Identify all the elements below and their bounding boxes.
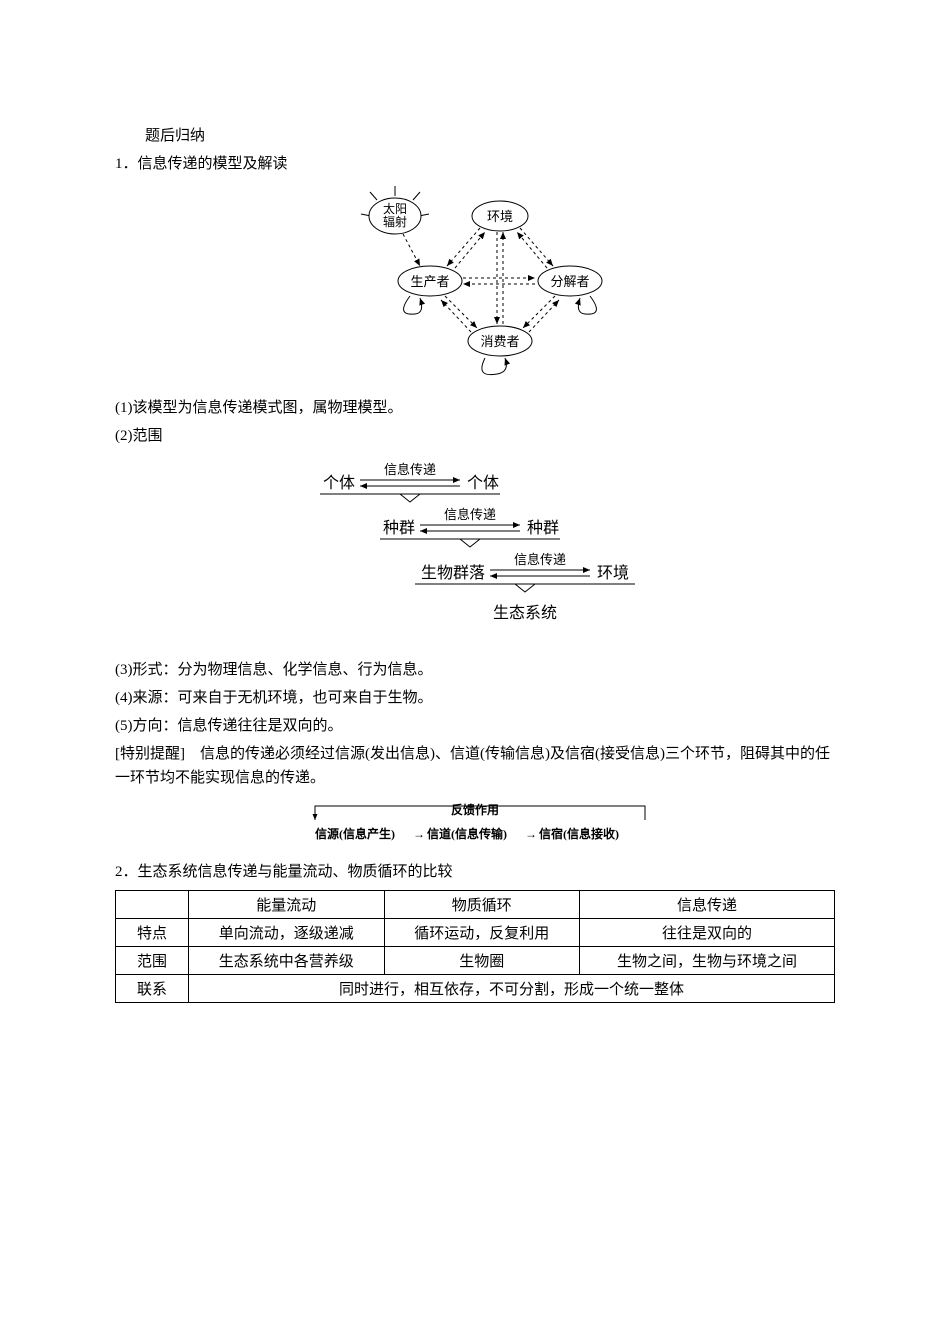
feedback-label: 反馈作用 — [451, 802, 499, 817]
table-cell: 生物之间，生物与环境之间 — [580, 947, 835, 975]
table-cell: 生态系统中各营养级 — [189, 947, 385, 975]
sec1-p3: (3)形式：分为物理信息、化学信息、行为信息。 — [115, 658, 835, 682]
table-cell: 单向流动，逐级递减 — [189, 919, 385, 947]
node-environment: 环境 — [487, 209, 513, 224]
table-cell: 特点 — [116, 919, 189, 947]
table-cell: 循环运动，反复利用 — [384, 919, 580, 947]
chain-n2: 信道(信息传输) — [427, 826, 507, 841]
diagram-feedback-chain: 反馈作用 信源(信息产生) → 信道(信息传输) → 信宿(信息接收) — [115, 800, 835, 850]
sec1-p2: (2)范围 — [115, 424, 835, 448]
node-producer: 生产者 — [410, 274, 449, 289]
row4-label: 生态系统 — [493, 604, 557, 622]
chain-n3: 信宿(信息接收) — [539, 826, 619, 841]
sec1-p4: (4)来源：可来自于无机环境，也可来自于生物。 — [115, 686, 835, 710]
table-row: 能量流动 物质循环 信息传递 — [116, 891, 835, 919]
row2-right: 种群 — [527, 519, 559, 537]
comparison-table: 能量流动 物质循环 信息传递 特点 单向流动，逐级递减 循环运动，反复利用 往往… — [115, 890, 835, 1003]
row1-left: 个体 — [323, 474, 355, 492]
table-cell: 同时进行，相互依存，不可分割，形成一个统一整体 — [189, 975, 835, 1003]
table-row: 特点 单向流动，逐级递减 循环运动，反复利用 往往是双向的 — [116, 919, 835, 947]
sec2-title: 2．生态系统信息传递与能量流动、物质循环的比较 — [115, 860, 835, 884]
table-cell: 信息传递 — [580, 891, 835, 919]
node-sun: 太阳 — [383, 201, 407, 216]
node-decomposer: 分解者 — [550, 274, 589, 289]
sec1-tip: [特别提醒] 信息的传递必须经过信源(发出信息)、信道(传输信息)及信宿(接受信… — [115, 742, 835, 790]
chain-n1: 信源(信息产生) — [315, 826, 395, 841]
row2-left: 种群 — [383, 519, 415, 537]
diagram-scope: 个体 信息传递 个体 种群 信息传递 种群 生物群落 信息传递 环境 — [115, 458, 835, 648]
row2-label: 信息传递 — [444, 507, 496, 522]
row1-label: 信息传递 — [384, 462, 436, 477]
sec1-p1: (1)该模型为信息传递模式图，属物理模型。 — [115, 396, 835, 420]
sec1-p5: (5)方向：信息传递往往是双向的。 — [115, 714, 835, 738]
table-row: 联系 同时进行，相互依存，不可分割，形成一个统一整体 — [116, 975, 835, 1003]
row3-left: 生物群落 — [421, 564, 485, 582]
svg-text:辐射: 辐射 — [383, 214, 407, 229]
table-cell: 生物圈 — [384, 947, 580, 975]
node-consumer: 消费者 — [480, 334, 519, 349]
diagram-ecosystem-model: 太阳 辐射 环境 生产者 分解者 消费者 — [115, 186, 835, 386]
row1-right: 个体 — [467, 474, 499, 492]
table-cell: 能量流动 — [189, 891, 385, 919]
row3-right: 环境 — [597, 563, 629, 582]
table-cell: 范围 — [116, 947, 189, 975]
svg-text:→: → — [413, 827, 425, 841]
table-cell: 联系 — [116, 975, 189, 1003]
table-row: 范围 生态系统中各营养级 生物圈 生物之间，生物与环境之间 — [116, 947, 835, 975]
sec1-title: 1．信息传递的模型及解读 — [115, 152, 835, 176]
table-cell — [116, 891, 189, 919]
section-heading: 题后归纳 — [115, 124, 835, 148]
table-cell: 往往是双向的 — [580, 919, 835, 947]
table-cell: 物质循环 — [384, 891, 580, 919]
svg-text:→: → — [525, 827, 537, 841]
row3-label: 信息传递 — [514, 552, 566, 567]
